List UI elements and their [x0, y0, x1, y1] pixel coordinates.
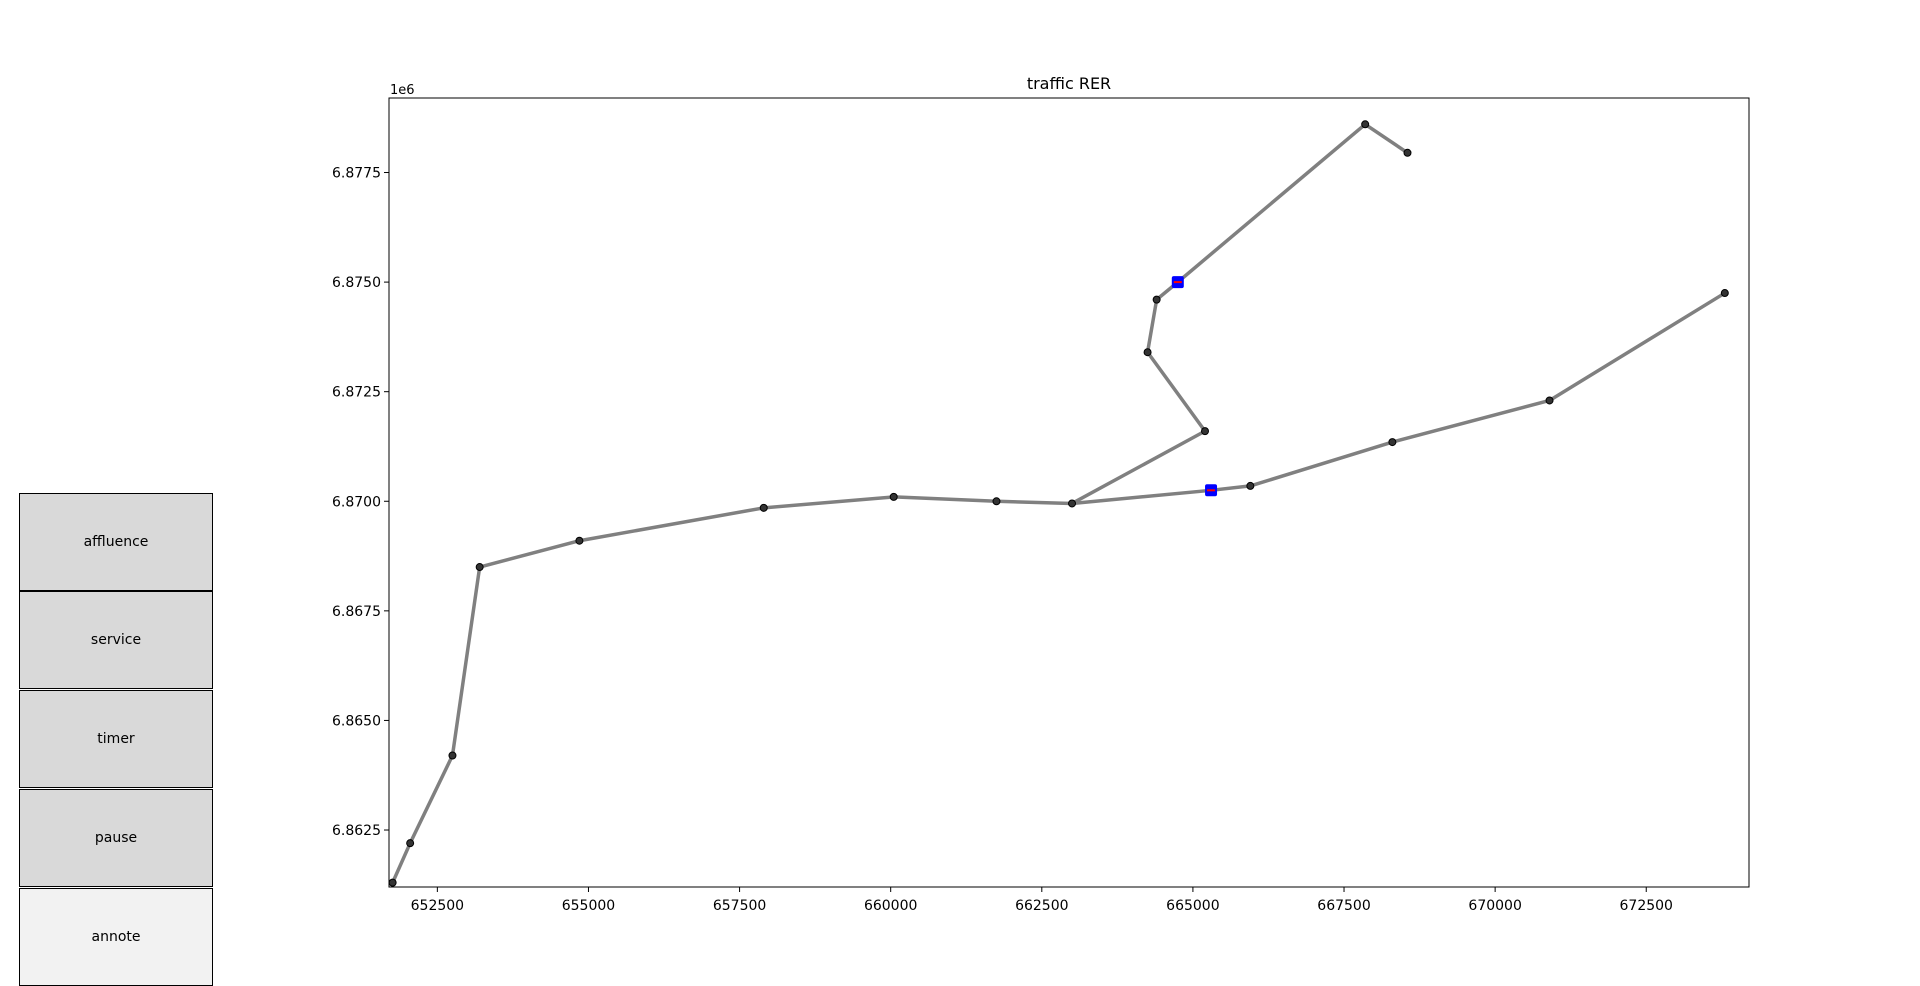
y-tick-label: 6.8750: [332, 275, 381, 291]
station-marker: [1143, 348, 1152, 357]
station-marker: [889, 492, 898, 501]
x-tick-label: 657500: [713, 898, 766, 914]
station-marker: [406, 839, 415, 848]
y-tick-label: 6.8625: [332, 823, 381, 839]
station-marker: [575, 536, 584, 545]
y-tick-label: 6.8700: [332, 494, 381, 510]
station-marker: [1068, 499, 1077, 508]
station-marker: [1361, 120, 1370, 129]
rail-line-1: [1070, 291, 1727, 506]
station-marker: [1246, 481, 1255, 490]
plot-trains: [1171, 276, 1218, 497]
station-marker: [475, 563, 484, 572]
button-pause[interactable]: pause: [19, 789, 213, 887]
y-tick-label: 6.8675: [332, 604, 381, 620]
x-tick-label: 665000: [1166, 898, 1219, 914]
station-marker: [1545, 396, 1554, 405]
x-tick-label: 652500: [411, 898, 464, 914]
x-tick-label: 670000: [1468, 898, 1521, 914]
station-marker: [1403, 148, 1412, 157]
button-annote[interactable]: annote: [19, 888, 213, 986]
station-marker: [448, 751, 457, 760]
x-tick-label: 660000: [864, 898, 917, 914]
x-tick-label: 667500: [1317, 898, 1370, 914]
station-marker: [1152, 295, 1161, 304]
rail-line-2: [1070, 122, 1410, 506]
button-service[interactable]: service: [19, 591, 213, 689]
y-tick-label: 6.8650: [332, 713, 381, 729]
y-offset-label: 1e6: [390, 83, 415, 98]
plot-frame: [388, 97, 1750, 888]
button-affluence[interactable]: affluence: [19, 493, 213, 591]
station-marker: [1720, 289, 1729, 298]
station-marker: [992, 497, 1001, 506]
x-tick-label: 672500: [1620, 898, 1673, 914]
plot-lines: [390, 122, 1727, 885]
x-tick-label: 662500: [1015, 898, 1068, 914]
station-marker: [1201, 427, 1209, 436]
station-marker: [388, 878, 397, 887]
station-marker: [759, 503, 768, 512]
y-tick-label: 6.8775: [332, 166, 381, 182]
chart-title: traffic RER: [1027, 74, 1111, 93]
rail-line-0: [390, 495, 1074, 885]
x-tick-label: 655000: [562, 898, 615, 914]
plot-stations: [388, 120, 1729, 887]
station-marker: [1388, 438, 1397, 447]
y-tick-label: 6.8725: [332, 385, 381, 401]
button-timer[interactable]: timer: [19, 690, 213, 788]
axes: 652500 655000 657500 660000 662500 665000 6675…: [332, 166, 1673, 914]
